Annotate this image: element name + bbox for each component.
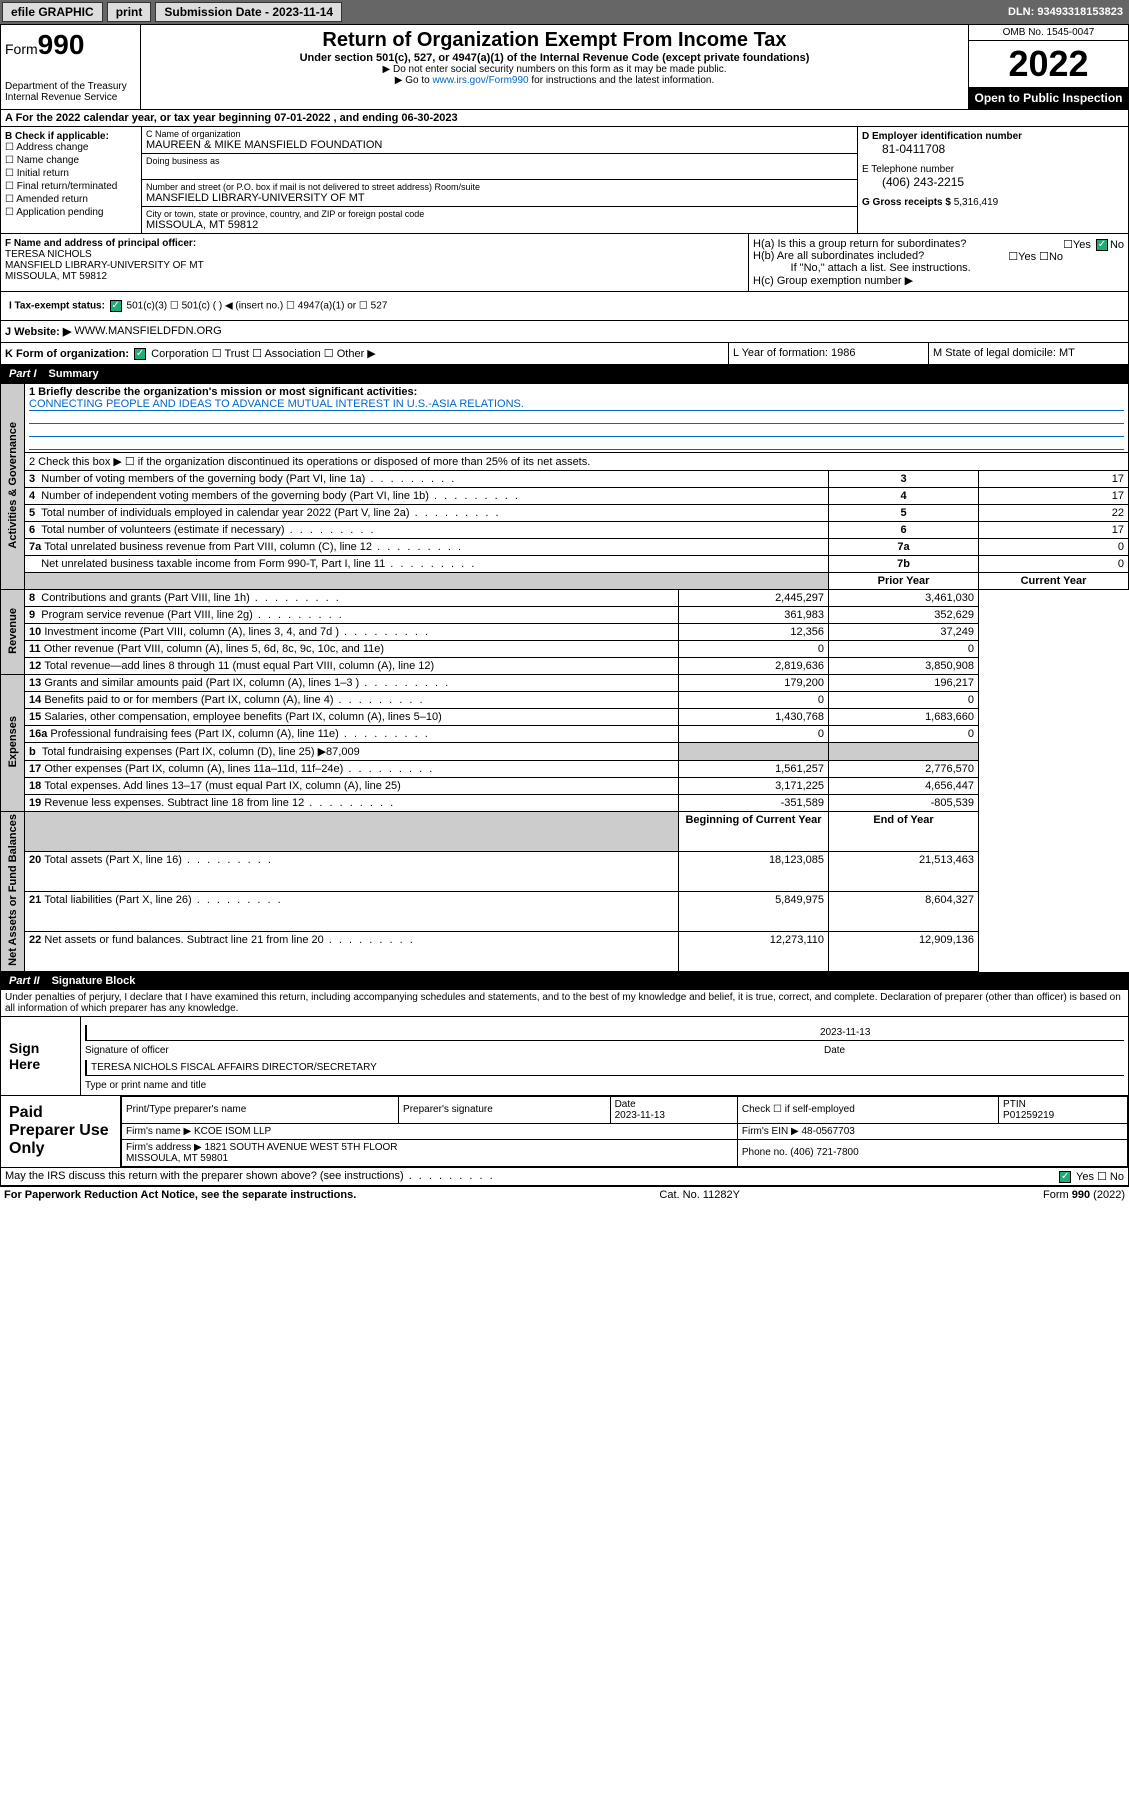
gross-receipts: 5,316,419 — [954, 197, 999, 208]
officer-addr2: MISSOULA, MT 59812 — [5, 271, 107, 282]
chk-initial[interactable]: ☐ Initial return — [5, 168, 137, 179]
footer: For Paperwork Reduction Act Notice, see … — [0, 1186, 1129, 1203]
table-row: 22 Net assets or fund balances. Subtract… — [1, 931, 1129, 971]
chk-amended[interactable]: ☐ Amended return — [5, 194, 137, 205]
officer-name: TERESA NICHOLS — [5, 249, 92, 260]
row-j: J Website: ▶ WWW.MANSFIELDFDN.ORG — [0, 321, 1129, 343]
chk-may-yes[interactable] — [1059, 1171, 1071, 1183]
chk-pending[interactable]: ☐ Application pending — [5, 207, 137, 218]
dln: DLN: 93493318153823 — [1008, 6, 1127, 18]
efile-label: efile GRAPHIC — [2, 2, 103, 22]
part1-header: Part ISummary — [0, 365, 1129, 383]
table-row: Net unrelated business taxable income fr… — [1, 556, 1129, 573]
table-row: 12 Total revenue—add lines 8 through 11 … — [1, 658, 1129, 675]
form-title: Return of Organization Exempt From Incom… — [145, 29, 964, 52]
table-row: 19 Revenue less expenses. Subtract line … — [1, 795, 1129, 812]
sign-here: Sign Here 2023-11-13 Signature of office… — [0, 1017, 1129, 1096]
vtab-rev: Revenue — [7, 608, 19, 654]
col-c: C Name of organizationMAUREEN & MIKE MAN… — [141, 127, 858, 233]
section-bcd: B Check if applicable: ☐ Address change … — [0, 127, 1129, 234]
note-ssn: ▶ Do not enter social security numbers o… — [145, 64, 964, 75]
declaration: Under penalties of perjury, I declare th… — [0, 990, 1129, 1017]
table-row: 4 Number of independent voting members o… — [1, 488, 1129, 505]
part2-header: Part IISignature Block — [0, 972, 1129, 990]
table-row: 5 Total number of individuals employed i… — [1, 505, 1129, 522]
table-row: 9 Program service revenue (Part VIII, li… — [1, 607, 1129, 624]
chk-address[interactable]: ☐ Address change — [5, 142, 137, 153]
firm-ein: 48-0567703 — [801, 1126, 854, 1137]
row-fh: F Name and address of principal officer:… — [0, 234, 1129, 292]
row-i: I Tax-exempt status: 501(c)(3) ☐ 501(c) … — [0, 292, 1129, 321]
form-number: 990 — [38, 29, 85, 60]
col-b: B Check if applicable: ☐ Address change … — [1, 127, 141, 233]
vtab-exp: Expenses — [7, 716, 19, 767]
officer-printed: TERESA NICHOLS FISCAL AFFAIRS DIRECTOR/S… — [91, 1062, 377, 1073]
street: MANSFIELD LIBRARY-UNIVERSITY OF MT — [146, 192, 853, 204]
dept: Department of the Treasury Internal Reve… — [5, 81, 136, 103]
chk-corp[interactable] — [134, 348, 146, 360]
chk-name[interactable]: ☐ Name change — [5, 155, 137, 166]
note-link: ▶ Go to www.irs.gov/Form990 for instruct… — [145, 75, 964, 86]
telephone: (406) 243-2215 — [862, 175, 1124, 189]
sig-date-val: 2023-11-13 — [820, 1027, 1120, 1038]
table-row: 10 Investment income (Part VIII, column … — [1, 624, 1129, 641]
table-row: 7a Total unrelated business revenue from… — [1, 539, 1129, 556]
table-row: 11 Other revenue (Part VIII, column (A),… — [1, 641, 1129, 658]
summary-table: Activities & Governance 1 Briefly descri… — [0, 383, 1129, 972]
table-row: 3 Number of voting members of the govern… — [1, 471, 1129, 488]
open-inspection: Open to Public Inspection — [969, 87, 1128, 109]
omb: OMB No. 1545-0047 — [969, 25, 1128, 41]
chk-final[interactable]: ☐ Final return/terminated — [5, 181, 137, 192]
state-domicile: M State of legal domicile: MT — [928, 343, 1128, 364]
row-a: A For the 2022 calendar year, or tax yea… — [0, 110, 1129, 127]
h-a-no[interactable] — [1096, 239, 1108, 251]
col-d: D Employer identification number81-04117… — [858, 127, 1128, 233]
ptin: P01259219 — [1003, 1110, 1054, 1121]
mission: CONNECTING PEOPLE AND IDEAS TO ADVANCE M… — [29, 398, 1124, 411]
form-label: Form — [5, 41, 38, 57]
table-row: 20 Total assets (Part X, line 16)18,123,… — [1, 852, 1129, 892]
may-discuss: May the IRS discuss this return with the… — [0, 1168, 1129, 1186]
row-k: K Form of organization: Corporation ☐ Tr… — [0, 343, 1129, 365]
city: MISSOULA, MT 59812 — [146, 219, 853, 231]
irs-link[interactable]: www.irs.gov/Form990 — [432, 75, 528, 86]
firm-phone: (406) 721-7800 — [790, 1147, 858, 1158]
form-header: Form990 Department of the Treasury Inter… — [0, 24, 1129, 110]
tax-year: 2022 — [969, 41, 1128, 87]
prep-date: 2023-11-13 — [615, 1110, 665, 1121]
officer-addr1: MANSFIELD LIBRARY-UNIVERSITY OF MT — [5, 260, 204, 271]
year-formation: L Year of formation: 1986 — [728, 343, 928, 364]
vtab-net: Net Assets or Fund Balances — [7, 814, 19, 966]
table-row: 6 Total number of volunteers (estimate i… — [1, 522, 1129, 539]
ein: 81-0411708 — [862, 142, 1124, 156]
paid-preparer: Paid Preparer Use Only Print/Type prepar… — [0, 1096, 1129, 1168]
table-row: 21 Total liabilities (Part X, line 26)5,… — [1, 892, 1129, 932]
table-row: 16a Professional fundraising fees (Part … — [1, 726, 1129, 743]
org-name: MAUREEN & MIKE MANSFIELD FOUNDATION — [146, 139, 853, 151]
chk-501c3[interactable] — [110, 300, 122, 312]
firm-name: KCOE ISOM LLP — [194, 1126, 271, 1137]
topbar: efile GRAPHIC print Submission Date - 20… — [0, 0, 1129, 24]
table-row: 18 Total expenses. Add lines 13–17 (must… — [1, 778, 1129, 795]
table-row: 14 Benefits paid to or for members (Part… — [1, 692, 1129, 709]
form-subtitle: Under section 501(c), 527, or 4947(a)(1)… — [145, 52, 964, 64]
website: WWW.MANSFIELDFDN.ORG — [74, 325, 221, 338]
submission-date: Submission Date - 2023-11-14 — [155, 2, 342, 22]
table-row: 17 Other expenses (Part IX, column (A), … — [1, 761, 1129, 778]
print-button[interactable]: print — [107, 2, 152, 22]
vtab-ag: Activities & Governance — [7, 422, 19, 549]
table-row: 15 Salaries, other compensation, employe… — [1, 709, 1129, 726]
table-row: b Total fundraising expenses (Part IX, c… — [1, 743, 1129, 761]
